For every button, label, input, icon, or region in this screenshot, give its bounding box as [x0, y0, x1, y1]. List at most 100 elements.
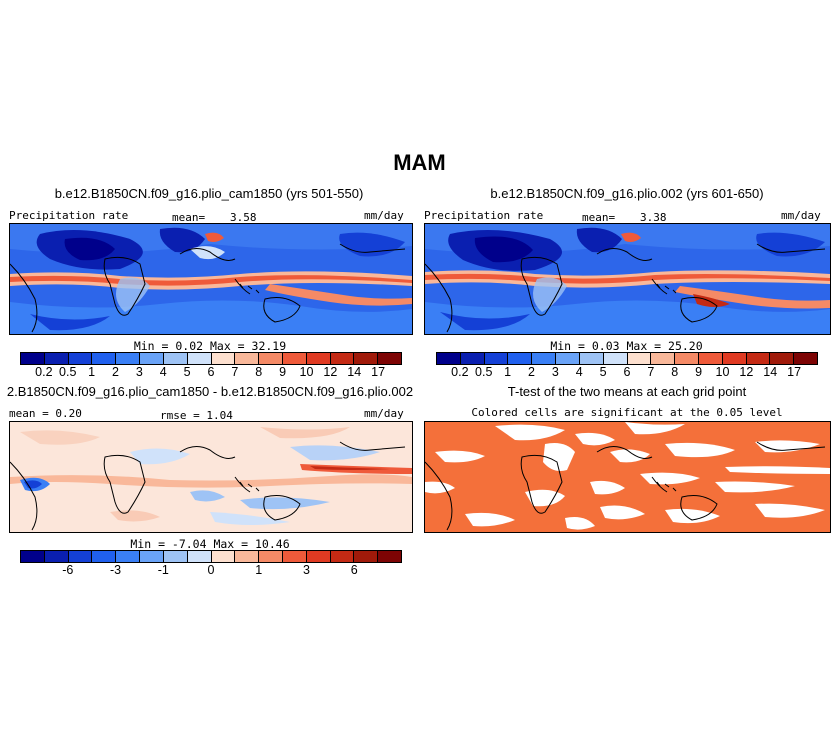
colorbar-tick-label: 0.2 [35, 365, 53, 379]
colorbar-diff-swatches [20, 550, 402, 563]
colorbar-tick-label: -6 [62, 563, 74, 577]
colorbar-swatch [163, 353, 188, 364]
colorbar-tick-label: 6 [623, 365, 631, 379]
colorbar-swatch [140, 353, 164, 364]
colorbar-swatch [92, 353, 117, 364]
colorbar-tick-label: -1 [157, 563, 169, 577]
colorbar-tick-label: 10 [715, 365, 730, 379]
panel3-units: mm/day [364, 407, 404, 420]
colorbar-swatch [746, 353, 771, 364]
colorbar-swatch [627, 353, 652, 364]
colorbar-swatch [21, 551, 45, 562]
colorbar-tick-label: 1 [255, 563, 263, 577]
colorbar-tick-label: 5 [599, 365, 607, 379]
colorbar-tick-label: 2 [112, 365, 119, 379]
panel2-colorbar: 0.2 0.5 1 2 3 4 5 6 7 8 9 10 12 14 17 [436, 352, 818, 379]
colorbar-swatch [163, 551, 188, 562]
colorbar-swatch [282, 353, 307, 364]
colorbar-diff-labels: -6 -3 -1 0 1 3 6 [20, 563, 402, 577]
colorbar-swatch [235, 353, 260, 364]
colorbar-swatch [259, 353, 283, 364]
panel4-title: T-test of the two means at each grid poi… [507, 384, 747, 399]
colorbar-swatch [116, 551, 141, 562]
colorbar-tick-label: 7 [647, 365, 655, 379]
colorbar-tick-label: 12 [739, 365, 754, 379]
colorbar-swatch [116, 353, 141, 364]
colorbar-tick-label: 0.5 [475, 365, 493, 379]
panel2-title: b.e12.B1850CN.f09_g16.plio.002 (yrs 601-… [490, 186, 764, 201]
panel3-colorbar: -6 -3 -1 0 1 3 6 [20, 550, 402, 577]
colorbar-tick-label: 1 [504, 365, 512, 379]
colorbar-tick-label: 0.2 [451, 365, 469, 379]
colorbar-swatch [508, 353, 533, 364]
colorbar-swatch [378, 353, 401, 364]
colorbar-swatch [211, 353, 236, 364]
colorbar-tick-label: 6 [207, 365, 215, 379]
panel1-precip-map [9, 223, 413, 335]
colorbar-tick-label: 12 [323, 365, 338, 379]
colorbar-tick-label: 3 [135, 365, 143, 379]
colorbar-swatch [282, 551, 307, 562]
colorbar-tick-label: 4 [575, 365, 583, 379]
colorbar-swatch [722, 353, 747, 364]
colorbar-swatch [187, 551, 212, 562]
colorbar-tick-label: 6 [350, 563, 358, 577]
colorbar-tick-label: 17 [371, 365, 386, 379]
colorbar-tick-label: 10 [299, 365, 314, 379]
colorbar-swatch [44, 353, 69, 364]
colorbar-tick-label: 3 [303, 563, 310, 577]
colorbar-tick-label: 4 [159, 365, 167, 379]
panel2-mean-label: mean= [582, 211, 616, 224]
panel1-units: mm/day [364, 209, 404, 222]
colorbar-swatch [92, 551, 117, 562]
colorbar-tick-label: 1 [88, 365, 96, 379]
colorbar-precip-swatches [436, 352, 818, 365]
colorbar-swatch [68, 551, 93, 562]
colorbar-swatch [675, 353, 699, 364]
colorbar-swatch [259, 551, 283, 562]
panel1-mean-value: 3.58 [230, 211, 257, 224]
colorbar-tick-label: 5 [183, 365, 191, 379]
colorbar-tick-label: 14 [763, 365, 778, 379]
panel3-difference-map [9, 421, 413, 533]
colorbar-tick-label: 3 [551, 365, 559, 379]
colorbar-tick-label: 14 [347, 365, 362, 379]
colorbar-swatch [378, 551, 401, 562]
colorbar-precip-labels: 0.2 0.5 1 2 3 4 5 6 7 8 9 10 12 14 17 [436, 365, 818, 379]
colorbar-swatch [354, 353, 379, 364]
colorbar-swatch [211, 551, 236, 562]
panel4-significance-map [424, 421, 831, 533]
panel3-title: 2.B1850CN.f09_g16.plio_cam1850 - b.e12.B… [6, 384, 414, 399]
colorbar-swatch [330, 551, 355, 562]
colorbar-swatch [306, 551, 331, 562]
colorbar-tick-label: 0.5 [59, 365, 77, 379]
colorbar-swatch [437, 353, 461, 364]
colorbar-tick-label: 0 [207, 563, 215, 577]
colorbar-swatch [556, 353, 580, 364]
colorbar-tick-label: 2 [528, 365, 535, 379]
colorbar-swatch [460, 353, 485, 364]
panel1-variable-label: Precipitation rate [9, 209, 129, 222]
colorbar-tick-label: 8 [671, 365, 679, 379]
panel4-subtitle: Colored cells are significant at the 0.0… [471, 406, 783, 419]
colorbar-swatch [532, 353, 557, 364]
colorbar-tick-label: 17 [787, 365, 802, 379]
panel3-rmse-label: rmse = 1.04 [160, 409, 233, 422]
colorbar-swatch [770, 353, 795, 364]
colorbar-swatch [140, 551, 164, 562]
colorbar-swatch [330, 353, 355, 364]
colorbar-swatch [44, 551, 69, 562]
panel1-min-max: Min = 0.02 Max = 32.19 [133, 339, 287, 353]
colorbar-swatch [794, 353, 817, 364]
colorbar-swatch [306, 353, 331, 364]
colorbar-swatch [187, 353, 212, 364]
colorbar-precip-swatches [20, 352, 402, 365]
colorbar-tick-label: 9 [279, 365, 287, 379]
panel2-precip-map [424, 223, 831, 335]
colorbar-tick-label: 9 [695, 365, 703, 379]
colorbar-swatch [235, 551, 260, 562]
colorbar-tick-label: 8 [255, 365, 263, 379]
panel1-colorbar: 0.2 0.5 1 2 3 4 5 6 7 8 9 10 12 14 17 [20, 352, 402, 379]
colorbar-precip-labels: 0.2 0.5 1 2 3 4 5 6 7 8 9 10 12 14 17 [20, 365, 402, 379]
colorbar-swatch [354, 551, 379, 562]
